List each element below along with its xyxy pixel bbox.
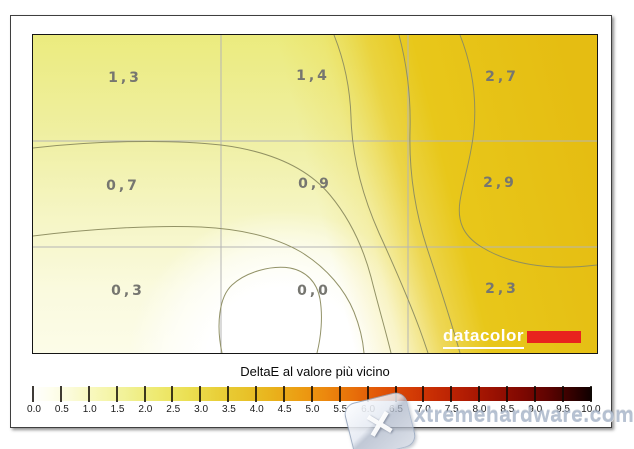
colorbar-tick xyxy=(534,386,537,402)
colorbar-tick-label: 1.5 xyxy=(110,404,125,415)
colorbar-tick-label: 0.5 xyxy=(54,404,69,415)
colorbar-tick-label: 7.0 xyxy=(416,404,431,415)
contour-line-15 xyxy=(333,35,429,353)
colorbar-tick xyxy=(450,386,453,402)
colorbar-tick xyxy=(255,386,258,402)
colorbar-tick-label: 9.5 xyxy=(556,404,570,415)
colorbar-tick-label: 4.5 xyxy=(277,404,292,415)
plot-svg: 1,3 1,4 2,7 0,7 0,9 2,9 0,3 0,0 2,3 xyxy=(33,35,597,353)
contour-lines xyxy=(33,35,597,353)
colorbar-tick-label: 8.5 xyxy=(500,404,515,415)
colorbar-tick xyxy=(506,386,509,402)
colorbar-tick xyxy=(589,386,592,402)
cell-value-labels: 1,3 1,4 2,7 0,7 0,9 2,9 0,3 0,0 2,3 xyxy=(106,68,519,299)
colorbar-tick-label: 5.0 xyxy=(305,404,320,415)
colorbar-tick-label: 9.0 xyxy=(528,404,543,415)
colorbar-tick-label: 1.0 xyxy=(82,404,97,415)
colorbar-tick xyxy=(199,386,202,402)
x-icon: ✕ xyxy=(360,400,400,449)
colorbar-tick-label: 2.0 xyxy=(138,404,153,415)
datacolor-logo-text: datacolor xyxy=(443,327,525,349)
cell-label-r0c2: 2,7 xyxy=(485,69,519,85)
colorbar-tick-label: 2.5 xyxy=(166,404,181,415)
colorbar-tick-label: 4.0 xyxy=(249,404,264,415)
colorbar-tick xyxy=(422,386,425,402)
colorbar-tick-labels: 0.0 0.5 1.0 1.5 2.0 2.5 3.0 3.5 4.0 4.5 … xyxy=(22,404,603,415)
colorbar-tick-label: 3.5 xyxy=(221,404,236,415)
colorbar-tick-label: 10.0 xyxy=(581,404,601,415)
colorbar-tick-label: 3.0 xyxy=(194,404,209,415)
cell-label-r1c1: 0,9 xyxy=(298,176,332,192)
colorbar-tick xyxy=(338,386,341,402)
colorbar-tick xyxy=(143,386,146,402)
colorbar-tick-label: 7.5 xyxy=(444,404,459,415)
contour-line-2 xyxy=(398,35,461,353)
datacolor-logo-bar xyxy=(527,331,582,343)
colorbar-tick xyxy=(310,386,313,402)
colorbar-tick-label: 8.0 xyxy=(472,404,487,415)
watermark-logo: ✕ xyxy=(342,390,418,449)
colorbar-tick xyxy=(87,386,90,402)
colorbar-tick xyxy=(283,386,286,402)
cell-label-r1c2: 2,9 xyxy=(483,175,517,191)
cell-label-r2c2: 2,3 xyxy=(485,281,519,297)
cell-label-r0c0: 1,3 xyxy=(108,70,142,86)
colorbar-tick xyxy=(561,386,564,402)
colorbar xyxy=(32,386,592,402)
gold-region-fill xyxy=(33,35,597,353)
colorbar-tick xyxy=(171,386,174,402)
datacolor-logo: datacolor xyxy=(443,327,582,349)
colorbar-tick xyxy=(115,386,118,402)
watermark-text: xtremehardware.com xyxy=(414,404,634,427)
contour-line-1 xyxy=(33,140,392,353)
chart-title: DeltaE al valore più vicino xyxy=(240,364,390,379)
colorbar-tick xyxy=(59,386,62,402)
cell-label-r2c0: 0,3 xyxy=(111,283,145,299)
cell-label-r0c1: 1,4 xyxy=(296,68,330,84)
contour-line-25 xyxy=(458,35,597,268)
contour-plot: 1,3 1,4 2,7 0,7 0,9 2,9 0,3 0,0 2,3 data… xyxy=(32,34,598,354)
colorbar-tick xyxy=(32,386,34,402)
watermark: ✕ xtremehardware.com xyxy=(342,390,634,449)
colorbar-tick xyxy=(366,386,369,402)
colorbar-tick xyxy=(227,386,230,402)
grid-lines xyxy=(33,35,597,353)
contour-line-05 xyxy=(33,225,365,353)
colorbar-tick-label: 0.0 xyxy=(27,404,41,415)
contour-line-innermost xyxy=(218,266,322,353)
cell-label-r1c0: 0,7 xyxy=(106,178,140,194)
cell-label-r2c1: 0,0 xyxy=(297,283,331,299)
colorbar-tick-label: 5.5 xyxy=(333,404,348,415)
colorbar-tick xyxy=(478,386,481,402)
